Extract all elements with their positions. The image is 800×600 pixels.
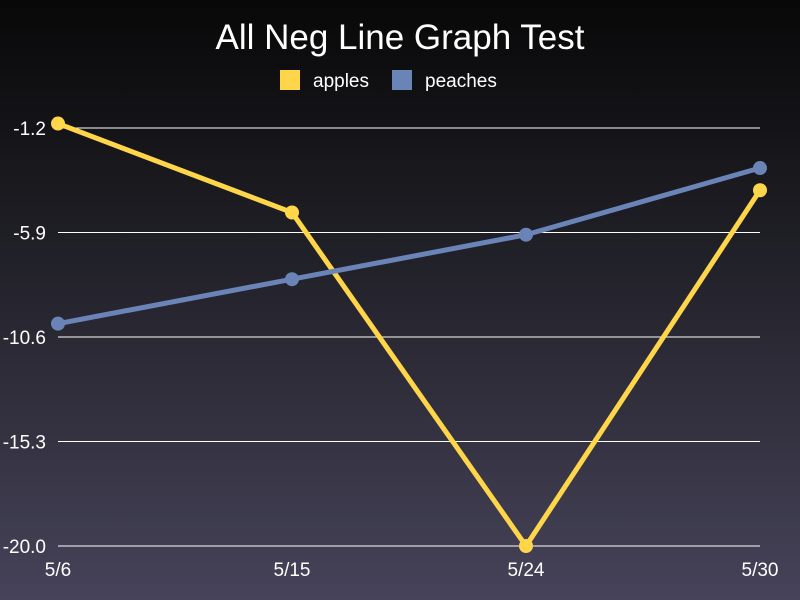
data-point-apples [753,183,767,198]
series-line-peaches [57,165,761,327]
y-tick-label: -10.6 [3,328,46,349]
x-tick-label: 5/6 [45,560,71,581]
series-apples [51,116,767,553]
series-peaches [51,161,767,331]
x-tick-label: 5/15 [274,560,311,581]
legend-label-peaches: peaches [425,71,497,92]
x-tick-label: 5/30 [742,560,779,581]
chart-title: All Neg Line Graph Test [215,18,585,57]
y-tick-label: -20.0 [3,537,46,558]
series-lines [51,116,767,553]
legend-swatch-apples [280,70,300,90]
data-point-apples [285,205,299,220]
y-tick-label: -5.9 [13,224,46,245]
y-tick-label: -1.2 [13,119,46,140]
y-axis-tick-labels: -1.2 -5.9 -10.6 -15.3 -20.0 [3,119,46,558]
data-point-peaches [519,227,533,242]
legend: apples peaches [280,70,497,92]
legend-swatch-peaches [392,70,412,90]
data-point-apples [51,116,65,131]
data-point-peaches [753,161,767,176]
series-line-apples [57,121,763,549]
x-axis-tick-labels: 5/6 5/15 5/24 5/30 [45,560,779,581]
y-tick-label: -15.3 [3,433,46,454]
legend-label-apples: apples [313,71,369,92]
data-point-peaches [51,316,65,331]
data-point-peaches [285,272,299,287]
gridlines [58,127,760,547]
data-point-apples [519,539,533,553]
x-tick-label: 5/24 [508,560,545,581]
